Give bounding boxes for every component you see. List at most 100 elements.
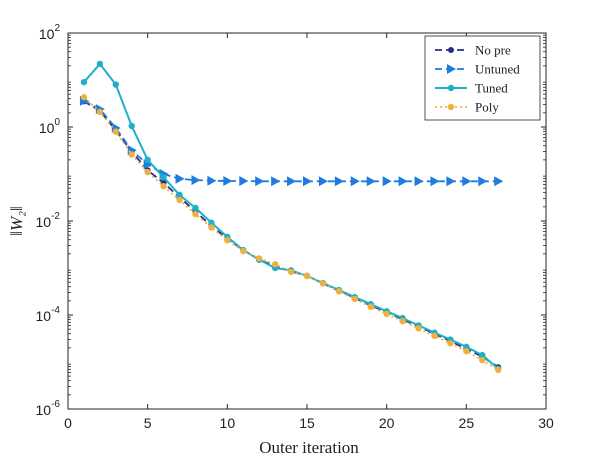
data-point [80, 78, 88, 86]
data-point [80, 94, 88, 101]
data-point [479, 356, 486, 364]
series-line [83, 96, 499, 371]
y-tick-label: 10-2 [36, 211, 61, 230]
data-point [207, 175, 217, 186]
data-point [303, 176, 312, 187]
data-point [335, 288, 343, 295]
y-tick-label: 10-6 [36, 399, 61, 418]
series-no-pre [80, 98, 502, 371]
x-tick-label: 10 [220, 415, 236, 431]
legend-item: Poly [435, 100, 499, 115]
data-point [494, 176, 504, 187]
data-point [430, 176, 440, 187]
data-point [351, 295, 358, 303]
data-point [191, 175, 201, 186]
data-point [208, 224, 215, 231]
legend-swatch-marker [448, 47, 454, 53]
series-poly [80, 94, 502, 374]
data-point [144, 156, 151, 164]
data-point [431, 332, 438, 340]
data-point [112, 128, 120, 135]
y-tick-label: 100 [39, 117, 61, 136]
data-point [367, 303, 374, 310]
legend-swatch-marker [447, 103, 455, 111]
data-point [479, 351, 486, 359]
y-tick-base: 10 [39, 120, 55, 136]
data-point [96, 108, 104, 116]
data-point [271, 176, 281, 187]
y-tick-label: 102 [39, 23, 61, 42]
series-layer [79, 60, 504, 374]
x-tick-label: 5 [144, 415, 152, 431]
series-line [83, 100, 499, 183]
data-point [224, 237, 231, 244]
data-point [208, 219, 215, 226]
x-tick-label: 25 [459, 415, 475, 431]
x-axis-label: Outer iteration [259, 438, 359, 457]
data-point [240, 247, 247, 255]
data-point [495, 366, 502, 374]
y-tick-label: 10-4 [36, 305, 61, 324]
y-tick-exponent: 2 [54, 23, 60, 34]
data-point [287, 268, 295, 276]
y-tick-base: 10 [36, 402, 52, 418]
data-point [462, 176, 472, 187]
data-point [398, 176, 408, 187]
y-tick-base: 10 [36, 308, 52, 324]
y-axis-label: ‖W₂‖ [7, 206, 26, 236]
y-tick-exponent: -4 [51, 305, 60, 316]
data-point [318, 176, 328, 187]
data-point [382, 176, 392, 187]
data-point [334, 176, 344, 187]
legend-swatch-marker [447, 84, 455, 92]
x-tick-label: 15 [299, 415, 315, 431]
data-point [463, 347, 470, 355]
data-point [271, 261, 279, 268]
legend-swatch-marker [447, 64, 456, 74]
data-point [383, 310, 390, 318]
data-point [175, 173, 185, 184]
data-point [96, 60, 104, 68]
legend-item: No pre [435, 43, 511, 58]
data-point [223, 175, 233, 186]
y-tick-exponent: -2 [51, 211, 60, 222]
data-point [478, 176, 488, 187]
legend-label: Tuned [475, 81, 508, 96]
legend-label: No pre [475, 43, 511, 58]
legend: No pre Untuned Tuned Poly [424, 35, 541, 121]
data-point [350, 176, 360, 187]
data-point [192, 204, 199, 212]
data-point [446, 176, 456, 187]
y-tick-exponent: -6 [51, 399, 60, 410]
data-point [112, 81, 120, 88]
legend-item: Untuned [435, 62, 520, 77]
data-point [399, 317, 406, 325]
x-tick-label: 20 [379, 415, 395, 431]
legend-item: Tuned [435, 81, 508, 96]
data-point [176, 191, 183, 199]
data-point [176, 196, 183, 204]
y-tick-exponent: 0 [54, 117, 60, 128]
data-point [160, 174, 167, 181]
data-point [447, 340, 454, 347]
series-untuned [79, 95, 504, 187]
x-tick-label: 30 [538, 415, 554, 431]
legend-label: Untuned [475, 62, 520, 77]
y-tick-base: 10 [36, 214, 52, 230]
data-point [303, 272, 311, 280]
data-point [192, 210, 199, 218]
data-point [128, 122, 135, 130]
data-point [144, 168, 151, 176]
data-point [319, 280, 327, 287]
data-point [255, 176, 265, 187]
data-point [287, 176, 297, 187]
data-point [414, 176, 424, 187]
legend-label: Poly [475, 100, 499, 115]
data-point [239, 175, 249, 186]
data-point [415, 325, 422, 332]
y-tick-base: 10 [39, 26, 55, 42]
data-point [366, 176, 376, 187]
x-tick-label: 0 [64, 415, 72, 431]
data-point [160, 183, 167, 190]
